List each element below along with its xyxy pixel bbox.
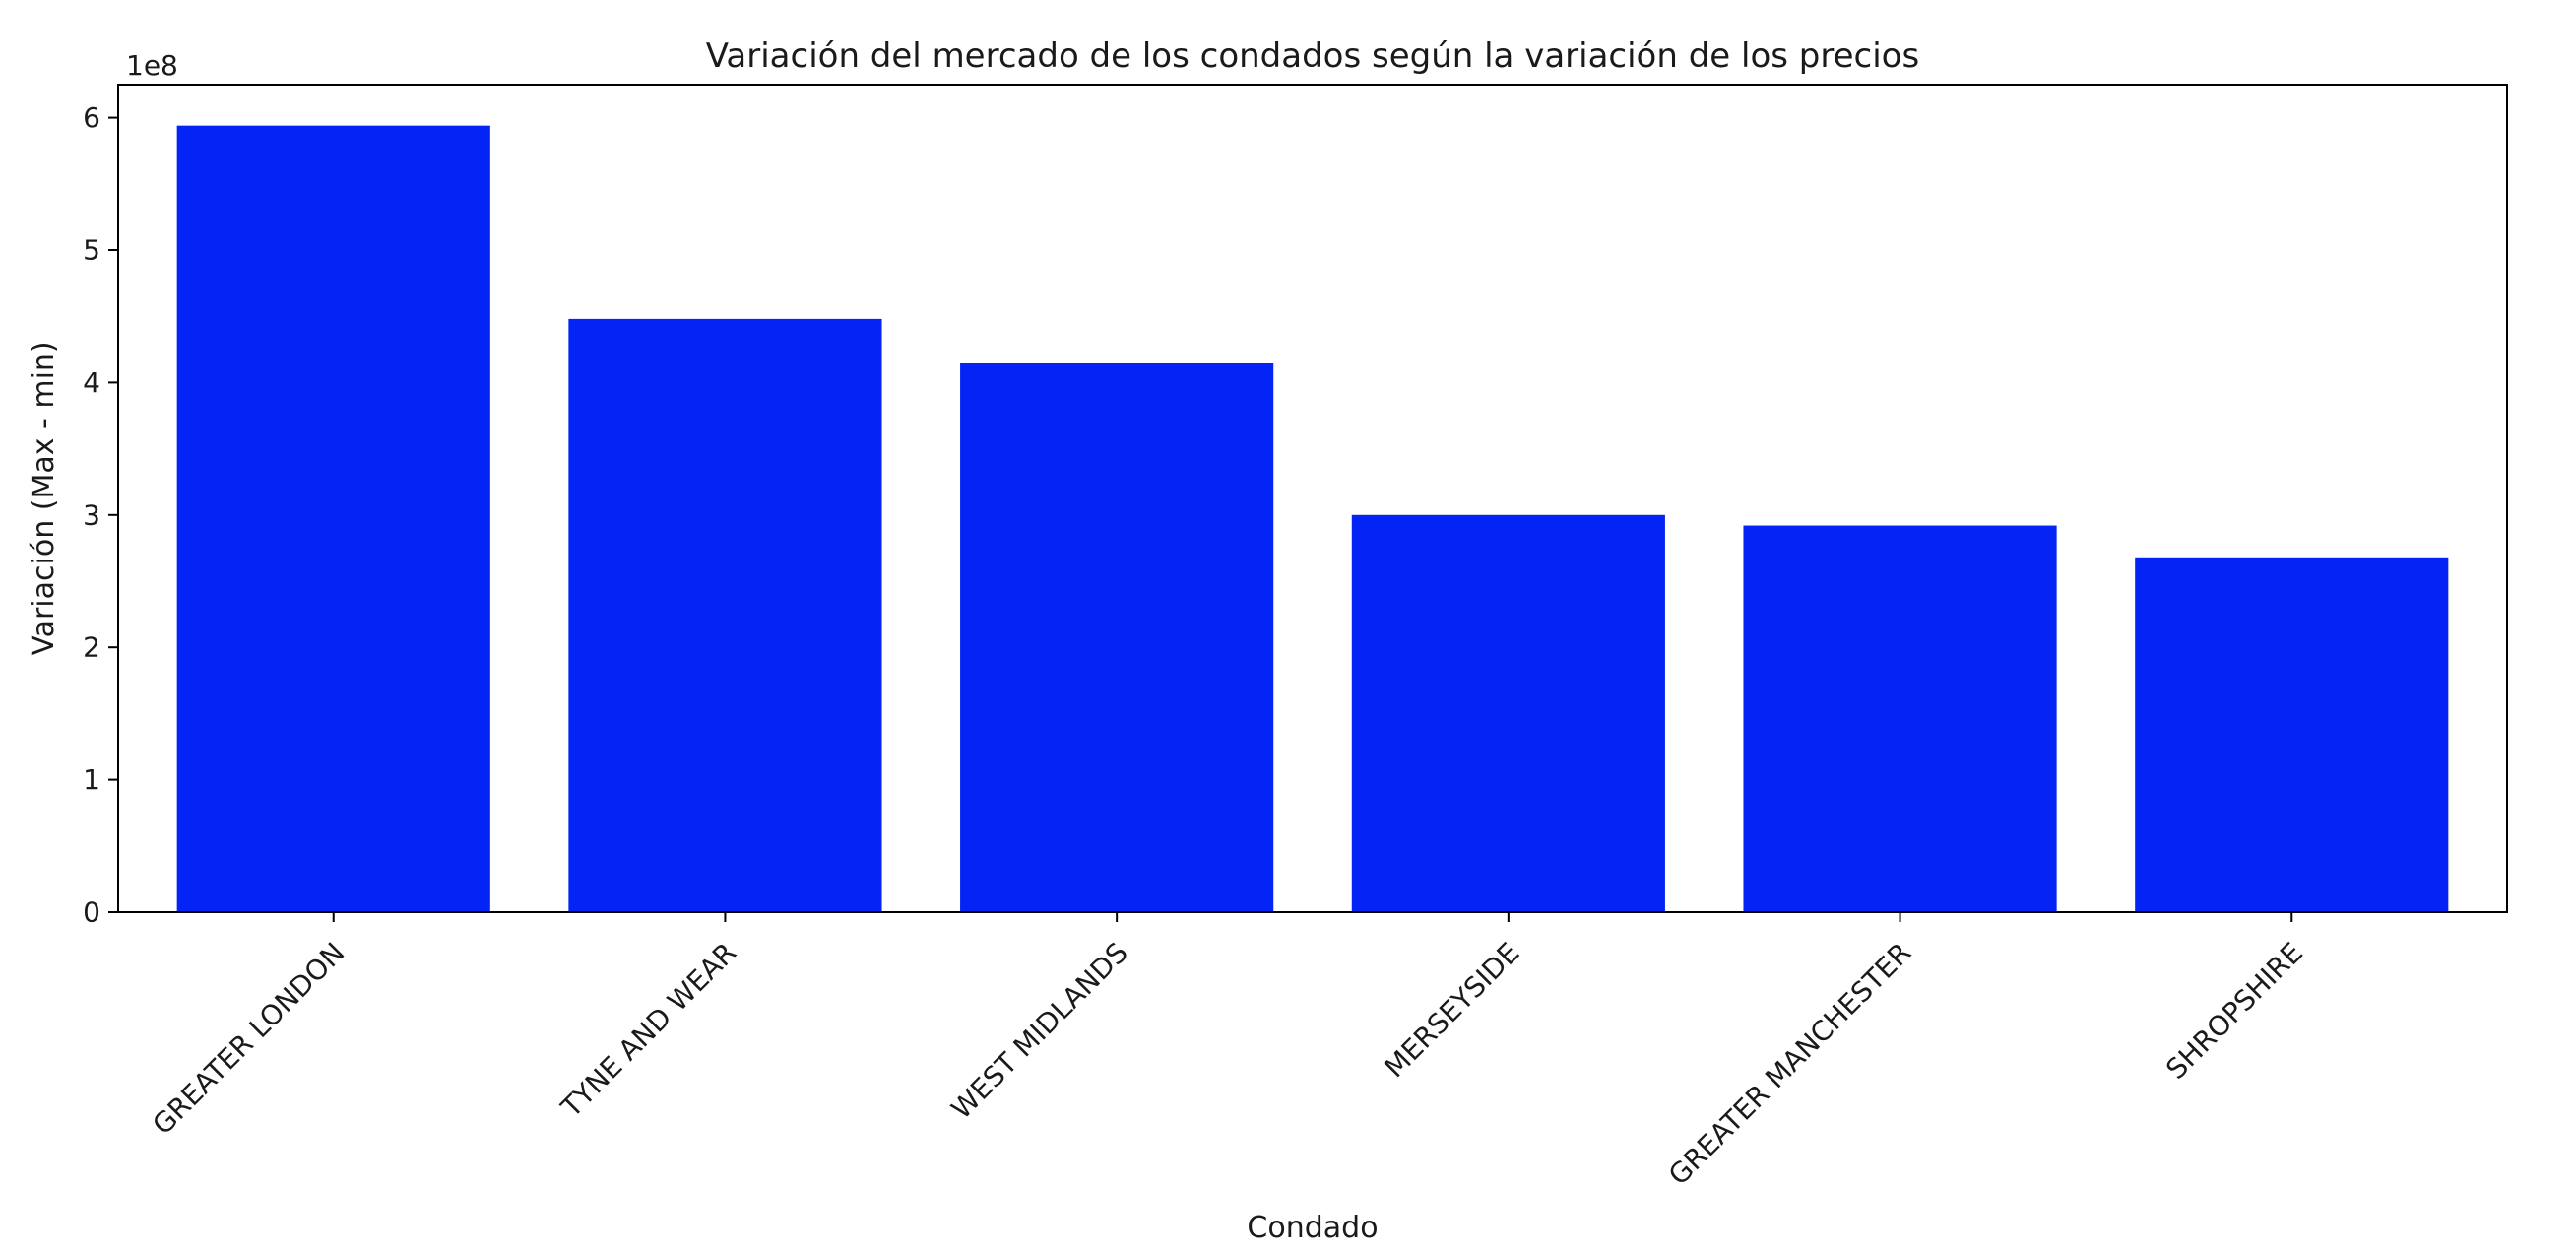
bars-group — [176, 125, 2449, 912]
y-axis-ticks: 0 1 2 3 4 5 6 — [83, 101, 118, 929]
x-axis-label: Condado — [1247, 1211, 1378, 1245]
y-tick-label: 0 — [83, 896, 100, 929]
bar-shropshire — [2135, 557, 2449, 912]
plot-frame — [117, 84, 2508, 913]
y-tick-label: 3 — [83, 498, 100, 531]
y-tick-label: 1 — [83, 763, 100, 796]
y-tick-label: 2 — [83, 631, 100, 664]
bar-merseyside — [1351, 514, 1665, 912]
y-tick-label: 6 — [83, 101, 100, 134]
bar-tyne-and-wear — [568, 318, 882, 912]
y-tick-label: 4 — [83, 366, 100, 399]
y-axis-label: Variación (Max - min) — [27, 341, 61, 655]
bar-west-midlands — [960, 363, 1274, 912]
y-axis-scale-label: 1e8 — [126, 49, 178, 82]
bar-greater-manchester — [1743, 525, 2057, 912]
bar-greater-london — [176, 125, 490, 912]
y-tick-label: 5 — [83, 234, 100, 267]
chart-title: Variación del mercado de los condados se… — [706, 36, 1919, 76]
